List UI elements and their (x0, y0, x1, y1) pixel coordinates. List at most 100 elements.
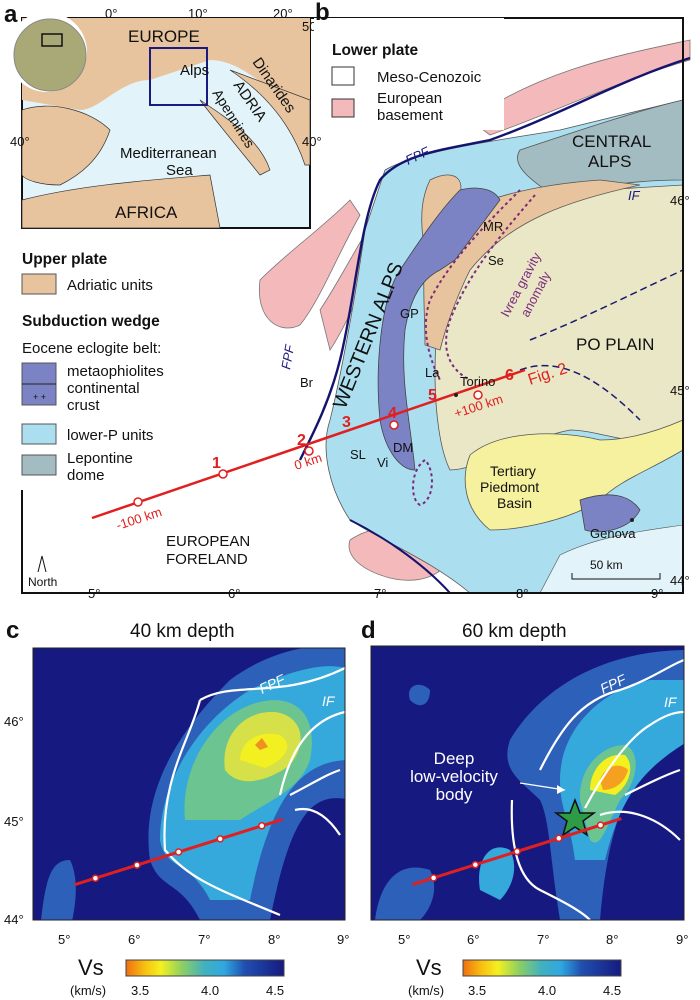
profile-station-point (91, 874, 100, 882)
br-label: Br (300, 375, 314, 390)
tertiary-label: Tertiary (490, 463, 536, 479)
c-y-44: 44° (4, 912, 24, 927)
c-x-5: 5° (58, 932, 70, 947)
annotation-line-2: low-velocity (410, 767, 498, 786)
scale-label: 50 km (590, 558, 623, 572)
vi-label: Vi (377, 455, 388, 470)
if-label-b: IF (628, 188, 641, 203)
panel-d: d 60 km depth FPF IF Deep low-velocity b… (361, 617, 688, 998)
station-4: 4 (388, 405, 397, 422)
profile-station-point (471, 860, 480, 869)
africa-label: AFRICA (115, 203, 178, 222)
b-lon-7: 7° (374, 586, 386, 601)
alps-label: ALPS (588, 152, 631, 171)
continental-label: continental (67, 380, 140, 397)
b-lat-44: 44° (670, 573, 690, 588)
torino-label: Torino (460, 374, 495, 389)
crust-label: crust (67, 397, 100, 414)
meso-cenozoic-label: Meso-Cenozoic (377, 69, 482, 86)
c-y-45: 45° (4, 814, 24, 829)
b-lat-45: 45° (670, 383, 690, 398)
sea-label: Sea (166, 162, 193, 179)
star-icon (553, 797, 597, 837)
mediterranean-label: Mediterranean (120, 145, 217, 162)
c-x-9: 9° (337, 932, 349, 947)
station-6: 6 (505, 367, 514, 384)
b-lon-6: 6° (228, 586, 240, 601)
profile-c (74, 817, 284, 887)
north-arrow-label: North (28, 575, 57, 589)
if-label-d: IF (664, 694, 678, 710)
european-basement-label-2: basement (377, 107, 444, 124)
profile-station-point (429, 874, 438, 882)
d-x-6: 6° (467, 932, 479, 947)
station-2: 2 (297, 432, 306, 449)
upper-plate-title: Upper plate (22, 251, 108, 268)
se-label: Se (488, 253, 504, 268)
a-lon-20: 20° (273, 6, 293, 21)
profile-station-point (555, 834, 563, 843)
wedge-title: Subduction wedge (22, 313, 160, 330)
b-lon-8: 8° (516, 586, 528, 601)
d-x-9: 9° (676, 932, 688, 947)
b-lon-9: 9° (651, 586, 663, 601)
panel-c-title: 40 km depth (130, 621, 235, 642)
c-y-46: 46° (4, 714, 24, 729)
panel-c: c 40 km depth FPF IF 5° 6° 7° 8° 9° 44° … (4, 617, 349, 998)
gp-label: GP (400, 306, 419, 321)
subduction-wedge-legend: Subduction wedge Eocene eclogite belt: +… (21, 313, 164, 484)
d-colorbar-unit: (km/s) (408, 983, 444, 998)
genova-label: Genova (590, 526, 636, 541)
european-basement-label-1: European (377, 90, 442, 107)
piedmont-label: Piedmont (480, 479, 539, 495)
profile-station-point (513, 847, 521, 856)
upper-plate-legend: Upper plate Adriatic units (21, 251, 153, 295)
panel-d-title: 60 km depth (462, 621, 567, 642)
b-lon-5: 5° (88, 586, 100, 601)
mr-label: MR (483, 219, 503, 234)
profile-station-point (174, 848, 183, 856)
annotation-line-3: body (436, 785, 473, 804)
eclogite-subtitle: Eocene eclogite belt: (22, 340, 161, 357)
c-x-8: 8° (268, 932, 280, 947)
c-cb-35: 3.5 (131, 983, 149, 998)
b-lat-46: 46° (670, 193, 690, 208)
d-cb-35: 3.5 (468, 983, 486, 998)
d-x-5: 5° (398, 932, 410, 947)
c-colorbar-unit: (km/s) (70, 983, 106, 998)
metaophiolites-label: metaophiolites (67, 363, 164, 380)
d-colorbar (462, 959, 622, 977)
profile-station-point (133, 861, 141, 869)
c-x-6: 6° (128, 932, 140, 947)
panel-a-inset: a 0° 10° 20° 40° 50° 40° EUROPE Alps Din… (4, 1, 322, 229)
profile-d (412, 817, 622, 886)
a-lat-40-left: 40° (10, 134, 30, 149)
po-plain-label: PO PLAIN (576, 335, 654, 354)
lower-plate-legend: b Lower plate Meso-Cenozoic European bas… (314, 0, 504, 130)
if-label-c: IF (322, 693, 336, 709)
c-colorbar (125, 959, 285, 977)
lower-p-label: lower-P units (67, 427, 153, 444)
svg-text:+ +: + + (33, 392, 46, 402)
adriatic-units-label: Adriatic units (67, 277, 153, 294)
annotation-line-1: Deep (434, 749, 475, 768)
d-colorbar-label: Vs (416, 955, 442, 980)
panel-b-label: b (315, 0, 330, 26)
lepontine-label: Lepontine (67, 450, 133, 467)
profile-station-point (216, 835, 224, 843)
dm-label: DM (393, 440, 413, 455)
station-3: 3 (342, 414, 351, 431)
c-x-7: 7° (198, 932, 210, 947)
d-x-7: 7° (537, 932, 549, 947)
foreland-label: FORELAND (166, 551, 248, 568)
panel-d-label: d (361, 617, 376, 644)
a-lon-0: 0° (105, 6, 117, 21)
a-lon-10: 10° (188, 6, 208, 21)
fpf-label-b2: FPF (278, 343, 297, 371)
d-x-8: 8° (606, 932, 618, 947)
sl-label: SL (350, 447, 366, 462)
european-label: EUROPEAN (166, 533, 250, 550)
c-cb-45: 4.5 (266, 983, 284, 998)
c-cb-40: 4.0 (201, 983, 219, 998)
